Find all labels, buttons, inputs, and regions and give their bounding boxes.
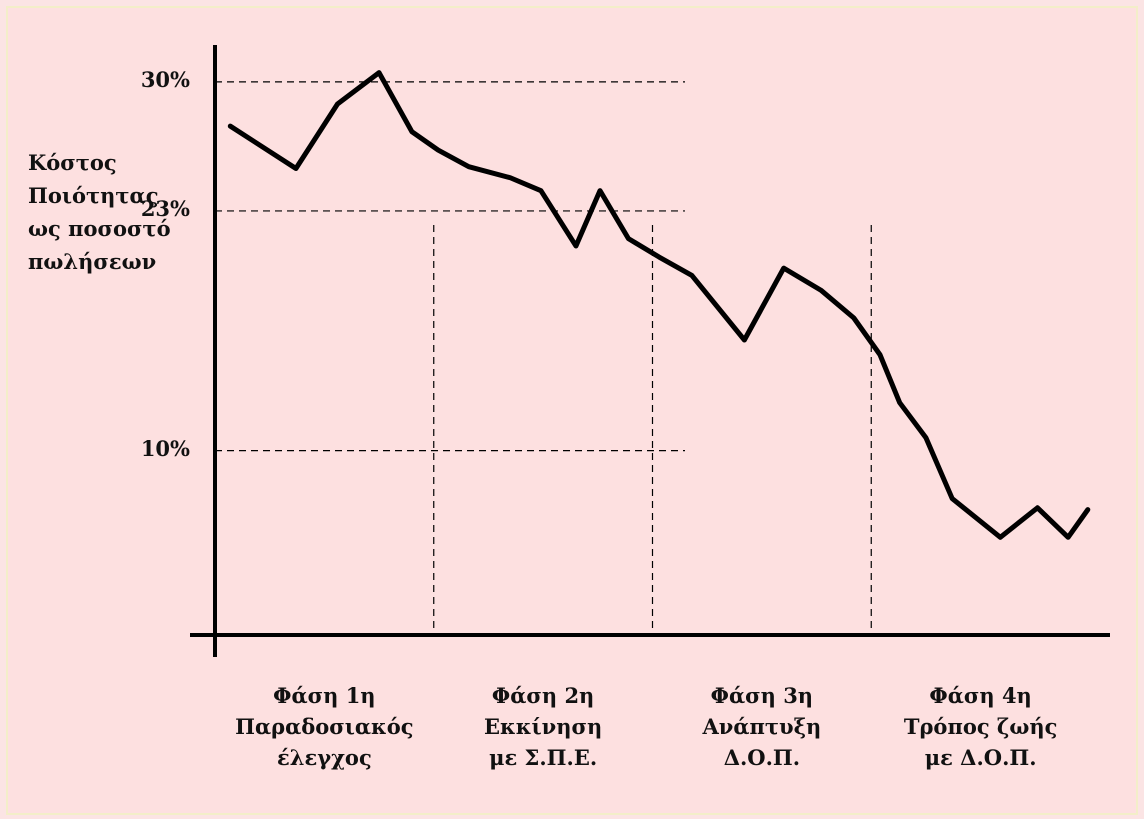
x-tick-label: Φάση 3η Ανάπτυξη Δ.Ο.Π. [702, 683, 822, 770]
chart-frame [6, 6, 1138, 815]
y-axis-label: Κόστος Ποιότητας ως ποσοστό πωλήσεων [28, 150, 171, 274]
y-tick-label: 23% [140, 195, 190, 221]
line [227, 70, 1091, 540]
x-tick-label: Φάση 1η Παραδοσιακός έλεγχος [235, 683, 414, 770]
x-tick-label: Φάση 2η Εκκίνηση με Σ.Π.Ε. [484, 683, 603, 770]
x-tick-label: Φάση 4η Τρόπος ζωής με Δ.Ο.Π. [903, 683, 1058, 770]
y-tick-label: 10% [140, 435, 190, 461]
y-tick-label: 30% [140, 66, 190, 92]
